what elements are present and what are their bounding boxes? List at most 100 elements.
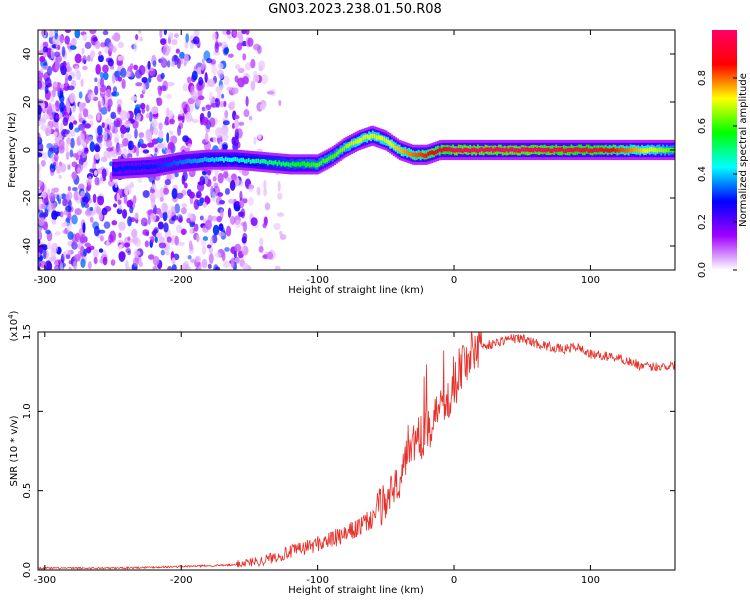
noise-speckle [190,221,196,226]
noise-speckle [84,123,91,129]
colorbar-ticks: 0.0 0.2 0.4 0.6 0.8 [697,70,737,278]
noise-speckle [129,217,136,223]
spectral-ridge-cell [494,147,497,152]
spectral-ridge-cell [641,148,644,153]
noise-speckle [38,163,41,173]
noise-speckle [234,119,240,129]
noise-speckle [235,63,241,70]
noise-speckle [38,265,41,270]
spectral-ridge-cell [352,141,356,146]
noise-speckle [187,255,192,260]
noise-speckle [59,62,65,72]
spectral-ridge-cell [320,160,323,166]
noise-speckle [124,242,131,248]
noise-speckle [185,111,193,123]
noise-speckle [50,167,55,177]
snr-y-tick-label: 0.5 [22,483,33,499]
spectral-ridge-cell [633,147,636,152]
noise-speckle [38,170,41,181]
noise-speckle [127,236,131,241]
spectral-ridge-cell [656,148,659,153]
spectral-ridge-cell [578,147,581,152]
noise-speckle [226,86,233,91]
spectrogram-y-axis-label: Frequency (Hz) [7,112,18,188]
noise-speckle [223,260,230,269]
noise-speckle [151,119,158,128]
noise-speckle [45,229,51,235]
noise-speckle [93,256,98,265]
noise-speckle [201,170,207,176]
noise-speckle [157,142,164,149]
noise-speckle [201,245,207,255]
spectral-ridge-cell [213,158,216,163]
noise-speckle [38,105,42,116]
spectral-ridge-cell [293,162,296,167]
spectral-ridge-cell [620,147,623,152]
noise-speckle [179,51,185,60]
noise-speckle [197,182,205,192]
spectral-ridge-cell [142,164,145,169]
spectral-ridge-cell [524,147,527,152]
noise-speckle [38,152,43,158]
noise-speckle [201,58,205,64]
spectral-ridge-cell [476,148,480,153]
spectral-ridge-cell [448,146,451,152]
spectrogram-x-tick-label: -100 [306,275,329,286]
spectral-ridge-cell [532,148,535,153]
noise-speckle [166,60,171,68]
noise-speckle [146,113,150,119]
noise-speckle [169,130,174,136]
spectral-ridge-cell [622,147,625,153]
noise-speckle [84,41,92,50]
colorbar: 0.0 0.2 0.4 0.6 0.8 Normalized spectral ampl… [697,30,749,278]
spectral-ridge-cell [522,147,525,152]
spectral-ridge-cell [117,166,121,171]
noise-speckle [139,36,144,42]
spectral-ridge-cell [161,163,165,169]
spectral-ridge-cell [349,142,352,147]
spectral-ridge-cell [541,147,545,153]
noise-speckle [110,111,117,120]
noise-speckle [50,247,57,258]
spectral-ridge-cell [112,166,115,171]
noise-speckle [184,40,189,49]
spectral-ridge-cell [114,167,117,173]
noise-speckle [222,120,230,126]
noise-speckle [109,161,113,167]
noise-speckle [230,100,236,107]
spectral-ridge-cell [255,158,258,164]
spectral-ridge-cell [505,147,508,152]
spectral-ridge-cell [326,157,329,163]
noise-speckle [175,48,180,54]
noise-speckle [196,199,204,207]
noise-speckle [122,147,128,159]
noise-speckle [38,230,43,242]
noise-speckle [53,153,59,162]
colorbar-tick-label: 0.0 [697,262,708,278]
noise-speckle [115,117,123,128]
spectral-ridge-cell [291,161,294,166]
spectral-ridge-cell [316,163,319,168]
noise-speckle [94,145,101,153]
noise-speckle [58,139,65,150]
noise-speckle [94,177,100,186]
noise-speckle [93,249,99,258]
noise-speckle [96,206,102,215]
spectral-ridge-cell [572,148,575,153]
noise-speckle [67,164,71,171]
noise-speckle [135,82,143,87]
noise-speckle [53,142,59,149]
noise-speckle [234,114,240,120]
spectral-ridge-cell [465,147,468,153]
snr-series-line [38,332,675,570]
spectral-ridge-cell [614,148,617,153]
noise-speckle [71,214,78,225]
spectral-ridge-cell [310,162,314,167]
noise-speckle [99,77,105,88]
noise-speckle [216,215,223,223]
spectral-ridge-cell [242,157,245,163]
noise-speckle [44,125,52,136]
noise-speckle [211,64,218,75]
noise-speckle [93,225,100,237]
noise-speckle [214,266,221,270]
